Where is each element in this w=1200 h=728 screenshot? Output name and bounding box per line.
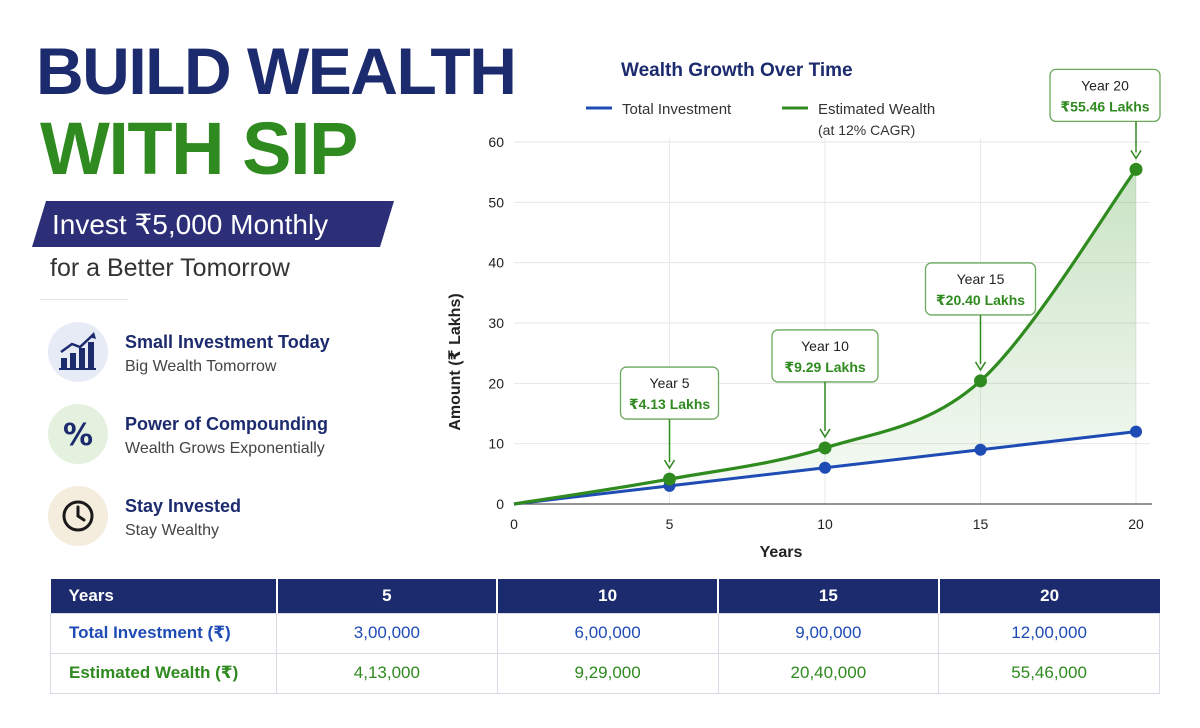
divider bbox=[40, 299, 128, 300]
chart-title: Wealth Growth Over Time bbox=[621, 60, 853, 81]
table-cell: 55,46,000 bbox=[938, 652, 1160, 694]
feature-title: Power of Compounding bbox=[125, 414, 328, 434]
callout-year-label: Year 20 bbox=[1081, 77, 1129, 93]
table-header-cell: Years bbox=[50, 579, 277, 613]
callout-box bbox=[924, 262, 1037, 316]
table-header-cell: 5 bbox=[275, 579, 498, 613]
callout-value-label: ₹4.13 Lakhs bbox=[629, 396, 711, 412]
percent-icon: % bbox=[48, 404, 108, 464]
table-header-cell: 20 bbox=[937, 579, 1160, 613]
feature-subtitle: Wealth Grows Exponentially bbox=[125, 440, 325, 457]
headline-line-1: BUILD WEALTH bbox=[36, 34, 517, 108]
callout-arrow-head bbox=[974, 361, 987, 372]
banner-text: Invest ₹5,000 Monthly bbox=[52, 209, 329, 240]
y-tick-label: 50 bbox=[488, 194, 504, 210]
series-line-estimated-wealth bbox=[513, 168, 1138, 506]
table-cell: 20,40,000 bbox=[717, 652, 940, 694]
y-tick-label: 0 bbox=[496, 496, 504, 512]
data-point-investment bbox=[1130, 425, 1142, 438]
table-cell: 6,00,000 bbox=[496, 612, 719, 654]
data-point-wealth bbox=[974, 374, 987, 388]
x-axis-label: Years bbox=[760, 544, 803, 561]
legend: Total Investment Estimated Wealth (at 12… bbox=[586, 101, 935, 138]
feature-subtitle: Stay Wealthy bbox=[125, 522, 219, 539]
table-cell: 3,00,000 bbox=[276, 612, 498, 654]
data-point-wealth bbox=[818, 441, 832, 455]
x-tick-label: 20 bbox=[1128, 516, 1144, 532]
feature-compounding: % Power of Compounding Wealth Grows Expo… bbox=[48, 404, 428, 466]
x-tick-label: 0 bbox=[510, 516, 518, 532]
headline-line-2: WITH SIP bbox=[40, 107, 358, 190]
table-cell: 12,00,000 bbox=[938, 612, 1160, 654]
feature-title: Small Investment Today bbox=[125, 332, 330, 352]
summary-table: Years 5 10 15 20 Total Investment (₹) 3,… bbox=[50, 579, 1160, 694]
callout-arrow-head bbox=[663, 459, 676, 470]
banner: Invest ₹5,000 Monthly bbox=[32, 201, 394, 247]
data-point-investment bbox=[974, 443, 987, 456]
callout-year-label: Year 10 bbox=[801, 338, 849, 354]
clock-icon bbox=[48, 486, 108, 546]
callout-box bbox=[1049, 68, 1161, 123]
callout-value-label: ₹55.46 Lakhs bbox=[1060, 98, 1149, 114]
svg-text:%: % bbox=[63, 418, 93, 453]
feature-subtitle: Big Wealth Tomorrow bbox=[125, 358, 277, 375]
feature-stay-invested: Stay Invested Stay Wealthy bbox=[48, 486, 428, 548]
feature-small-investment: Small Investment Today Big Wealth Tomorr… bbox=[48, 322, 428, 384]
legend-note-wealth: (at 12% CAGR) bbox=[818, 122, 915, 138]
y-tick-label: 10 bbox=[488, 436, 504, 452]
y-tick-label: 60 bbox=[488, 134, 504, 150]
callout-year-5: Year 5 ₹4.13 Lakhs bbox=[619, 366, 720, 470]
x-tick-label: 15 bbox=[973, 516, 989, 532]
table-header-row: Years 5 10 15 20 bbox=[50, 579, 1160, 613]
wealth-area bbox=[514, 169, 1136, 504]
callout-arrow-head bbox=[819, 428, 831, 439]
y-tick-label: 20 bbox=[488, 375, 504, 391]
x-tick-label: 10 bbox=[817, 516, 833, 532]
table-header-cell: 15 bbox=[717, 579, 939, 613]
table-cell: 4,13,000 bbox=[276, 652, 498, 694]
y-axis-label: Amount (₹ Lakhs) bbox=[447, 293, 464, 430]
table-cell: 9,29,000 bbox=[496, 652, 719, 694]
feature-title: Stay Invested bbox=[125, 496, 242, 516]
legend-label-investment: Total Investment bbox=[622, 101, 732, 118]
callout-year-20: Year 20 ₹55.46 Lakhs bbox=[1049, 68, 1161, 160]
table-row: Total Investment (₹) 3,00,000 6,00,000 9… bbox=[50, 612, 1160, 654]
x-tick-label: 5 bbox=[666, 516, 674, 532]
callout-year-label: Year 15 bbox=[957, 271, 1005, 287]
y-tick-label: 40 bbox=[488, 255, 504, 271]
callout-arrow-head bbox=[1130, 149, 1142, 160]
callout-value-label: ₹9.29 Lakhs bbox=[784, 359, 866, 375]
callout-year-15: Year 15 ₹20.40 Lakhs bbox=[924, 262, 1037, 372]
data-point-wealth bbox=[663, 472, 676, 486]
row-label: Total Investment (₹) bbox=[50, 612, 277, 654]
table-cell: 9,00,000 bbox=[717, 612, 940, 654]
y-tick-label: 30 bbox=[488, 315, 504, 331]
callout-value-label: ₹20.40 Lakhs bbox=[936, 292, 1025, 308]
callout-year-label: Year 5 bbox=[650, 375, 690, 391]
callout-year-10: Year 10 ₹9.29 Lakhs bbox=[771, 329, 879, 439]
table-header-cell: 10 bbox=[496, 579, 718, 613]
subheadline: for a Better Tomorrow bbox=[50, 254, 290, 282]
table-row: Estimated Wealth (₹) 4,13,000 9,29,000 2… bbox=[50, 652, 1160, 694]
data-point-investment bbox=[819, 461, 831, 474]
bar-chart-growth-icon bbox=[48, 322, 108, 382]
legend-label-wealth: Estimated Wealth bbox=[818, 101, 935, 118]
data-point-wealth bbox=[1129, 162, 1143, 176]
row-label: Estimated Wealth (₹) bbox=[50, 652, 277, 694]
